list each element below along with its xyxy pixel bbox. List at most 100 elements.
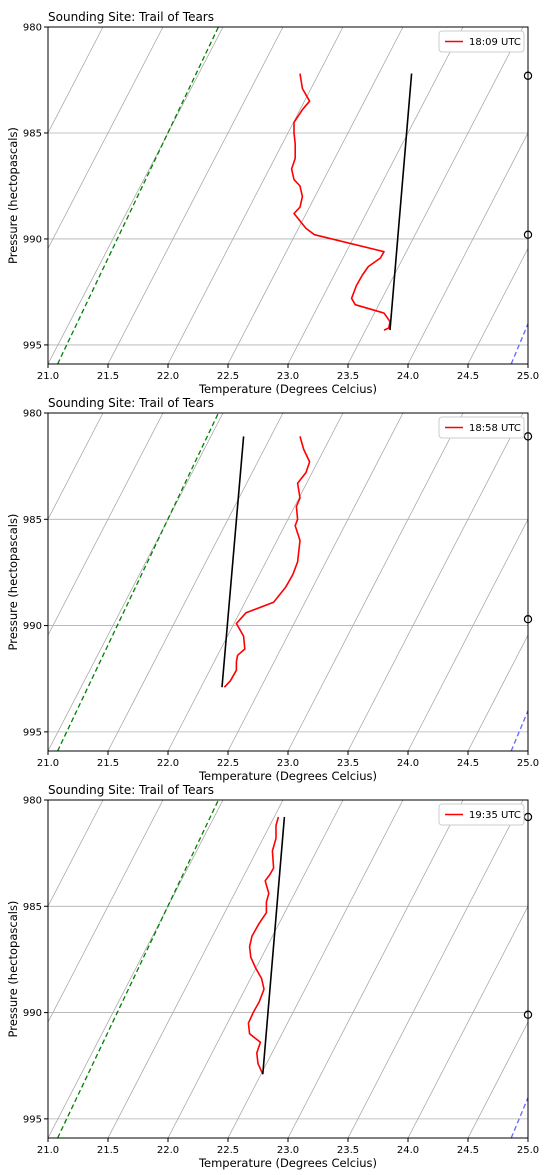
- chart-panel-3: 21.0 21.5 22.0 22.5 23.0 23.5 24.0 24.5 25.0 980 9…: [6, 783, 539, 1170]
- skew-gridline: [48, 413, 104, 520]
- blue-dashed-line: [510, 710, 528, 751]
- temperature-profile-line: [247, 816, 280, 1075]
- x-tick-label: 23.5: [337, 371, 359, 382]
- legend: 18:09 UTC: [438, 30, 525, 53]
- blue-dashed-line: [510, 323, 528, 364]
- y-tick-label: 990: [23, 1008, 42, 1019]
- green-dashed-line: [57, 27, 219, 364]
- x-tick-label: 23.5: [337, 758, 359, 769]
- x-axis-label: Temperature (Degrees Celcius): [198, 769, 377, 783]
- x-tick-label: 21.5: [97, 371, 119, 382]
- skew-gridline: [48, 413, 164, 636]
- y-axis-label: Pressure (hectopascals): [6, 514, 20, 651]
- x-tick-label: 22.5: [217, 1145, 239, 1156]
- x-tick-label: 23.0: [277, 371, 299, 382]
- skew-gridline: [467, 247, 528, 364]
- y-tick-label: 995: [23, 340, 42, 351]
- legend-box: [438, 803, 525, 826]
- legend-label: 18:58 UTC: [469, 423, 521, 434]
- skew-gridline: [48, 27, 224, 364]
- skew-gridline: [48, 800, 164, 1023]
- x-tick-label: 22.5: [217, 371, 239, 382]
- y-tick-label: 980: [23, 796, 42, 807]
- y-tick-label: 995: [23, 1114, 42, 1125]
- skew-gridline: [227, 800, 404, 1138]
- y-tick-label: 990: [23, 621, 42, 632]
- y-tick-label: 980: [23, 23, 42, 34]
- x-tick-label: 24.0: [397, 371, 419, 382]
- plot-area: [48, 27, 528, 364]
- x-tick-label: 25.0: [517, 758, 539, 769]
- y-tick-label: 985: [23, 128, 42, 139]
- x-tick-label: 21.0: [37, 371, 59, 382]
- y-tick-label: 985: [23, 902, 42, 913]
- plot-area: [48, 413, 528, 751]
- skew-gridline: [48, 413, 224, 751]
- skew-gridline: [287, 413, 464, 751]
- chart-title: Sounding Site: Trail of Tears: [48, 783, 214, 797]
- legend: 18:58 UTC: [438, 416, 525, 439]
- plot-area: [48, 800, 528, 1138]
- y-tick-label: 990: [23, 234, 42, 245]
- marker-point: [523, 615, 533, 624]
- skew-gridline: [467, 634, 528, 751]
- skew-gridline: [347, 27, 524, 364]
- marker-point: [523, 432, 533, 441]
- chart-panel-2: 21.0 21.5 22.0 22.5 23.0 23.5 24.0 24.5 25.0 980 9…: [6, 396, 539, 783]
- x-tick-label: 23.5: [337, 1145, 359, 1156]
- x-tick-label: 21.5: [97, 1145, 119, 1156]
- legend-label: 19:35 UTC: [469, 810, 521, 821]
- temperature-profile-line: [223, 436, 311, 688]
- x-tick-label: 22.0: [157, 758, 179, 769]
- x-tick-label: 23.0: [277, 758, 299, 769]
- skew-gridline: [347, 800, 524, 1138]
- fit-line: [389, 73, 413, 331]
- x-tick-label: 23.0: [277, 1145, 299, 1156]
- y-tick-label: 995: [23, 727, 42, 738]
- marker-point: [523, 1010, 533, 1019]
- skew-gridline: [48, 27, 164, 250]
- legend-box: [438, 30, 525, 53]
- blue-dashed-line: [510, 1097, 528, 1138]
- x-tick-label: 25.0: [517, 371, 539, 382]
- skew-gridline: [107, 800, 284, 1138]
- x-tick-label: 22.0: [157, 371, 179, 382]
- y-axis-label: Pressure (hectopascals): [6, 901, 20, 1038]
- plot-frame: [47, 26, 529, 365]
- x-tick-label: 21.5: [97, 758, 119, 769]
- skew-gridline: [527, 1137, 528, 1138]
- x-tick-label: 24.0: [397, 1145, 419, 1156]
- chart-title: Sounding Site: Trail of Tears: [48, 396, 214, 410]
- marker-point: [523, 71, 533, 80]
- skew-gridline: [287, 800, 464, 1138]
- x-tick-label: 25.0: [517, 1145, 539, 1156]
- x-tick-label: 22.0: [157, 1145, 179, 1156]
- marker-point: [523, 230, 533, 239]
- fit-line: [221, 436, 245, 688]
- temperature-profile-line: [290, 73, 391, 331]
- x-tick-label: 24.5: [457, 758, 479, 769]
- x-axis-label: Temperature (Degrees Celcius): [198, 382, 377, 396]
- skew-gridline: [407, 518, 528, 751]
- x-tick-label: 21.0: [37, 1145, 59, 1156]
- plot-frame: [47, 799, 529, 1139]
- skew-gridline: [347, 413, 524, 751]
- legend: 19:35 UTC: [438, 803, 525, 826]
- skew-gridline: [167, 27, 344, 364]
- skew-gridline: [107, 27, 284, 364]
- skew-gridline: [107, 413, 284, 751]
- skew-gridline: [48, 800, 224, 1138]
- y-axis-label: Pressure (hectopascals): [6, 127, 20, 264]
- skew-gridline: [227, 27, 404, 364]
- fit-line: [262, 816, 286, 1075]
- skew-gridline: [287, 27, 464, 364]
- chart-title: Sounding Site: Trail of Tears: [48, 10, 214, 24]
- chart-panel-1: 21.0 21.5 22.0 22.5 23.0 23.5 24.0 24.5 25.0 980 9…: [6, 10, 539, 396]
- x-tick-label: 24.0: [397, 758, 419, 769]
- x-tick-label: 24.5: [457, 1145, 479, 1156]
- skew-gridline: [48, 27, 104, 134]
- x-tick-label: 24.5: [457, 371, 479, 382]
- skew-gridline: [407, 905, 528, 1138]
- skew-gridline: [467, 1021, 528, 1138]
